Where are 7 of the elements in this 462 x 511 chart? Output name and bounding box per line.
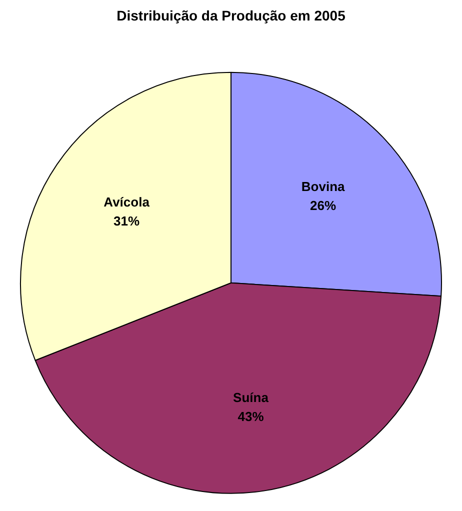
slice-label: Avícola [104, 194, 150, 210]
slice-label: Bovina [301, 179, 346, 194]
data-label: 43% [238, 409, 264, 424]
data-label: 26% [310, 198, 337, 214]
chart-title: Distribuição da Produção em 2005 [116, 7, 346, 24]
slice-label: Suína [233, 390, 270, 406]
data-label: 31% [114, 213, 140, 228]
